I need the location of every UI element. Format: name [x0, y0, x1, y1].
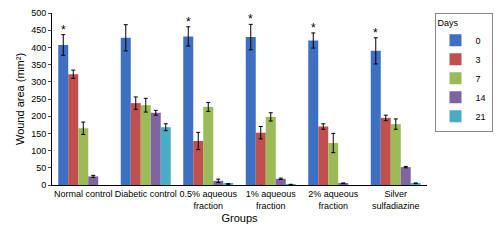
svg-text:Days: Days	[438, 18, 459, 28]
svg-text:500: 500	[31, 8, 46, 18]
svg-text:*: *	[311, 21, 316, 35]
svg-text:200: 200	[31, 111, 46, 121]
svg-text:*: *	[61, 23, 66, 37]
svg-text:1% aqueousfraction: 1% aqueousfraction	[246, 189, 297, 211]
svg-text:14: 14	[476, 93, 486, 103]
svg-text:3: 3	[476, 55, 481, 65]
svg-text:2% aqueousfraction: 2% aqueousfraction	[308, 189, 359, 211]
svg-text:21: 21	[476, 112, 486, 122]
svg-text:150: 150	[31, 129, 46, 139]
svg-text:Silversulfadiazine: Silversulfadiazine	[372, 189, 420, 211]
svg-text:250: 250	[31, 94, 46, 104]
svg-text:50: 50	[36, 163, 46, 173]
svg-text:400: 400	[31, 43, 46, 53]
svg-text:0.5% aqueousfraction: 0.5% aqueousfraction	[179, 189, 237, 211]
svg-text:*: *	[186, 15, 191, 29]
svg-text:450: 450	[31, 25, 46, 35]
svg-text:Diabetic control: Diabetic control	[115, 189, 177, 199]
svg-text:Normal control: Normal control	[54, 189, 113, 199]
svg-text:0: 0	[476, 36, 481, 46]
svg-text:*: *	[373, 26, 378, 40]
svg-text:Wound area (mm²): Wound area (mm²)	[14, 53, 26, 145]
svg-text:0: 0	[41, 180, 46, 190]
svg-text:Groups: Groups	[221, 212, 258, 224]
svg-text:300: 300	[31, 77, 46, 87]
svg-text:100: 100	[31, 146, 46, 156]
svg-text:7: 7	[476, 74, 481, 84]
svg-text:*: *	[248, 12, 253, 26]
svg-text:350: 350	[31, 60, 46, 70]
